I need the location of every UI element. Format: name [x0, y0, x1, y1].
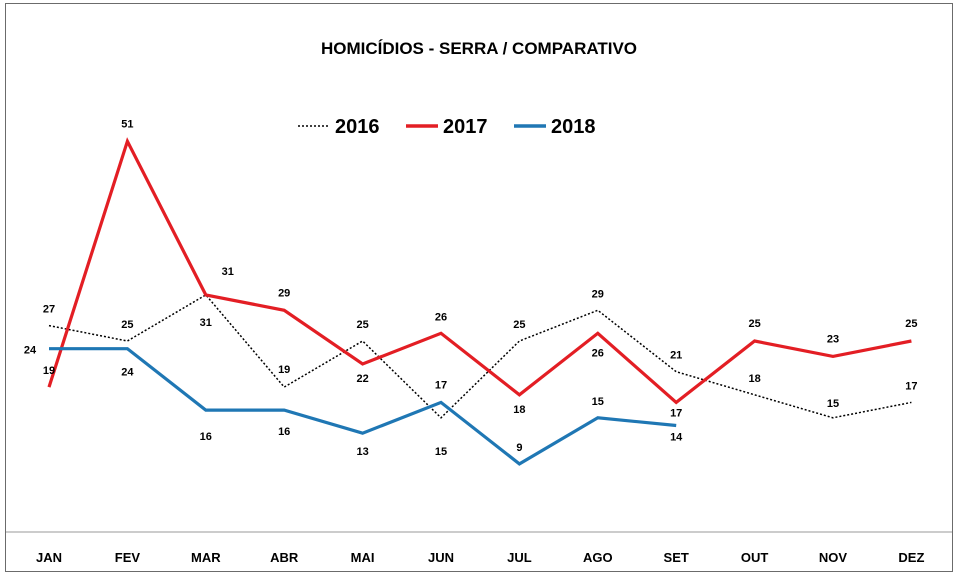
data-label-2016: 21: [670, 350, 682, 362]
legend-label-2018: 2018: [551, 116, 596, 138]
data-label-2016: 18: [748, 373, 760, 385]
data-label-2017: 29: [278, 287, 290, 299]
legend-label-2016: 2016: [335, 116, 380, 138]
x-tick-label: OUT: [741, 550, 769, 565]
x-tick-label: JUN: [428, 550, 454, 565]
data-label-2017: 18: [513, 404, 525, 416]
data-label-2017: 25: [748, 318, 760, 330]
chart-title: HOMICÍDIOS - SERRA / COMPARATIVO: [321, 39, 637, 58]
data-label-2016: 25: [121, 319, 133, 331]
legend: 2016 2017 2018: [298, 116, 596, 138]
data-label-2018: 14: [670, 432, 683, 444]
x-tick-label: DEZ: [898, 550, 924, 565]
x-tick-label: AGO: [583, 550, 613, 565]
series-line-2017: [47, 137, 912, 405]
data-label-2016: 25: [513, 319, 525, 331]
data-label-2016: 15: [827, 398, 839, 410]
data-label-2018: 16: [200, 431, 212, 443]
x-tick-label: JAN: [36, 550, 62, 565]
series-layer: [47, 137, 912, 466]
data-label-2017: 51: [121, 118, 133, 130]
data-label-2017: 31: [200, 317, 212, 329]
data-label-2016: 19: [278, 364, 290, 376]
x-tick-label: MAI: [351, 550, 375, 565]
data-label-layer: 27 25 31 19 25 15 25 29 21 18 15 17 19 51 31 29 22 26 18 26…: [24, 118, 918, 458]
data-label-2016: 29: [592, 288, 604, 300]
series-line-2016: [48, 293, 912, 419]
x-tick-label: ABR: [270, 550, 299, 565]
series-line-2018: [49, 347, 677, 466]
data-label-2016: 27: [43, 304, 55, 316]
data-label-2018: 13: [356, 446, 368, 458]
data-label-2017: 22: [356, 373, 368, 385]
x-tick-label: FEV: [115, 550, 141, 565]
data-label-2016: 25: [356, 319, 368, 331]
data-label-2017: 19: [43, 365, 55, 377]
data-label-2018: 9: [516, 442, 522, 454]
chart-frame: HOMICÍDIOS - SERRA / COMPARATIVO 2016 201…: [5, 3, 953, 572]
data-label-2017: 26: [592, 347, 604, 359]
x-tick-label: SET: [664, 550, 689, 565]
data-label-2018: 16: [278, 426, 290, 438]
chart-svg: HOMICÍDIOS - SERRA / COMPARATIVO 2016 201…: [6, 39, 952, 565]
legend-label-2017: 2017: [443, 116, 488, 138]
data-label-2018: 24: [24, 345, 37, 357]
x-tick-label: JUL: [507, 550, 532, 565]
data-label-2017: 26: [435, 311, 447, 323]
data-label-2016: 31: [222, 266, 234, 278]
x-tick-layer: JAN FEV MAR ABR MAI JUN JUL AGO SET OUT NOV DEZ: [36, 550, 924, 565]
data-label-2017: 17: [670, 407, 682, 419]
x-tick-label: MAR: [191, 550, 221, 565]
data-label-2016: 17: [905, 380, 917, 392]
data-label-2018: 17: [435, 379, 447, 391]
x-tick-label: NOV: [819, 550, 848, 565]
data-label-2016: 15: [435, 446, 447, 458]
data-label-2017: 25: [905, 318, 917, 330]
data-label-2017: 23: [827, 333, 839, 345]
data-label-2018: 24: [121, 367, 134, 379]
data-label-2018: 15: [592, 396, 604, 408]
